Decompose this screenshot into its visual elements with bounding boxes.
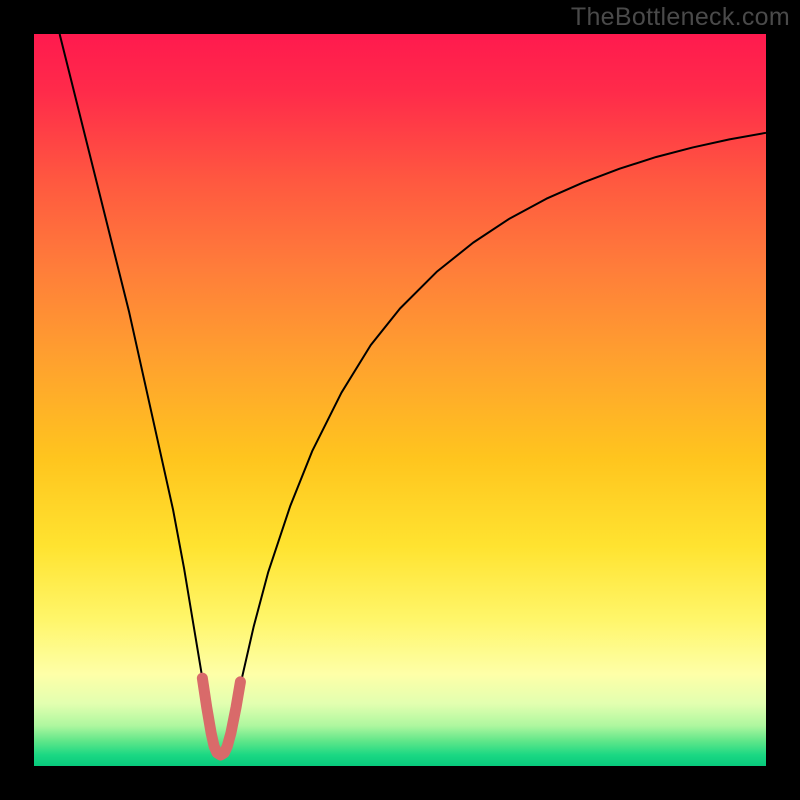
plot-area: [34, 34, 766, 766]
chart-svg: [0, 0, 800, 800]
bottleneck-chart: TheBottleneck.com: [0, 0, 800, 800]
watermark-text: TheBottleneck.com: [571, 3, 790, 32]
